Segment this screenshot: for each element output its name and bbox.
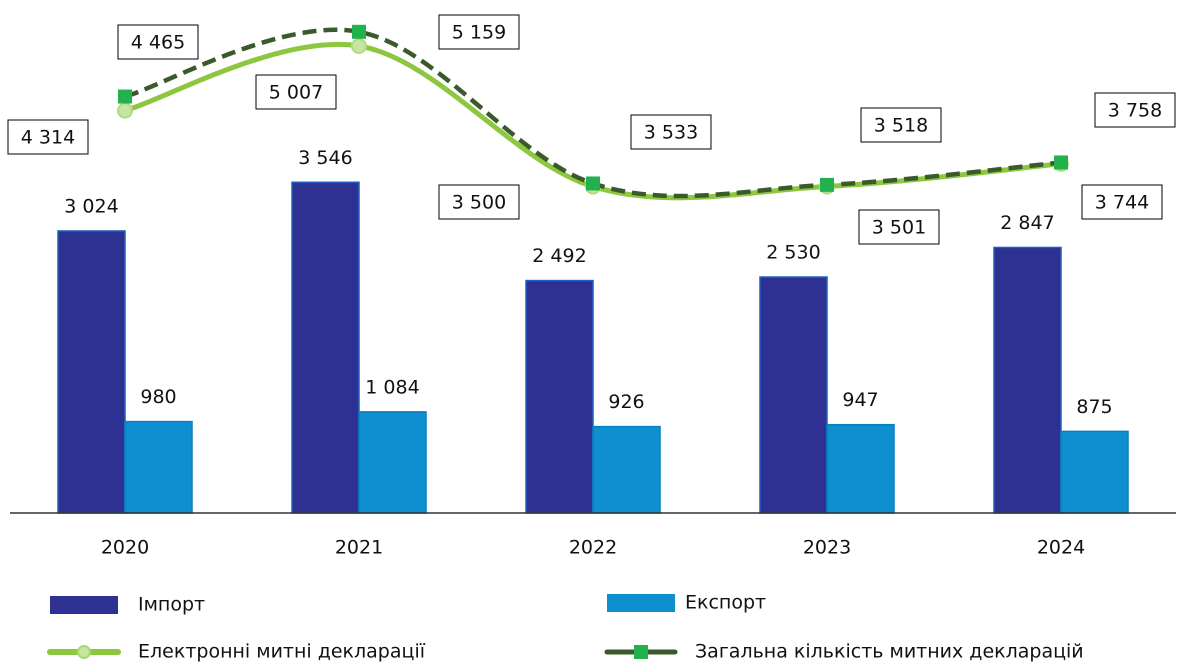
bar [1060, 430, 1129, 514]
bar [124, 420, 193, 514]
label-box [7, 119, 89, 155]
value-label: 947 [842, 389, 878, 411]
value-label: 5 159 [452, 22, 506, 44]
label-box [1094, 92, 1176, 128]
legend-label: Експорт [685, 592, 766, 614]
bar [993, 246, 1062, 514]
marker [117, 102, 133, 119]
value-label: 3 533 [644, 122, 698, 144]
bar [759, 276, 828, 514]
bar [57, 230, 126, 514]
legend-swatch [50, 596, 118, 614]
x-tick-label: 2020 [101, 537, 149, 559]
marker [586, 176, 600, 191]
value-label: 980 [140, 386, 176, 408]
value-label: 3 518 [874, 115, 928, 137]
value-label: 3 500 [452, 192, 506, 214]
value-label: 4 465 [131, 32, 185, 54]
label-box [117, 24, 199, 60]
legend-label: Імпорт [138, 594, 205, 616]
legend-label: Загальна кількість митних декларацій [695, 641, 1084, 663]
label-box [630, 114, 712, 150]
label-box [438, 14, 520, 50]
value-label: 2 847 [1000, 212, 1054, 234]
value-label: 926 [608, 391, 644, 413]
x-tick-label: 2023 [803, 537, 851, 559]
x-tick-label: 2022 [569, 537, 617, 559]
value-label: 3 501 [872, 217, 926, 239]
label-box [438, 184, 520, 220]
value-label: 3 758 [1108, 100, 1162, 122]
marker [118, 89, 132, 104]
value-label: 2 492 [532, 245, 586, 267]
legend-label: Електронні митні декларації [138, 641, 426, 663]
marker [351, 37, 367, 54]
value-label: 2 530 [766, 242, 820, 264]
legend-marker [634, 645, 648, 659]
bar [826, 423, 895, 514]
x-tick-label: 2024 [1037, 537, 1085, 559]
value-label: 3 744 [1095, 192, 1149, 214]
value-label: 3 024 [64, 195, 118, 217]
value-label: 1 084 [365, 376, 419, 398]
x-tick-label: 2021 [335, 537, 383, 559]
legend-marker [77, 645, 91, 659]
legend-swatch [607, 594, 675, 612]
label-box [858, 209, 940, 245]
label-box [860, 107, 942, 143]
bar [525, 279, 594, 514]
value-label: 875 [1076, 396, 1112, 418]
marker [820, 177, 834, 192]
bar [291, 181, 360, 514]
label-box [1081, 184, 1163, 220]
value-label: 3 546 [298, 147, 352, 169]
marker [352, 24, 366, 39]
marker [1054, 155, 1068, 170]
bar [592, 425, 661, 514]
bar [358, 411, 427, 514]
value-label: 4 314 [21, 127, 75, 149]
value-label: 5 007 [269, 82, 323, 104]
label-box [255, 74, 337, 110]
